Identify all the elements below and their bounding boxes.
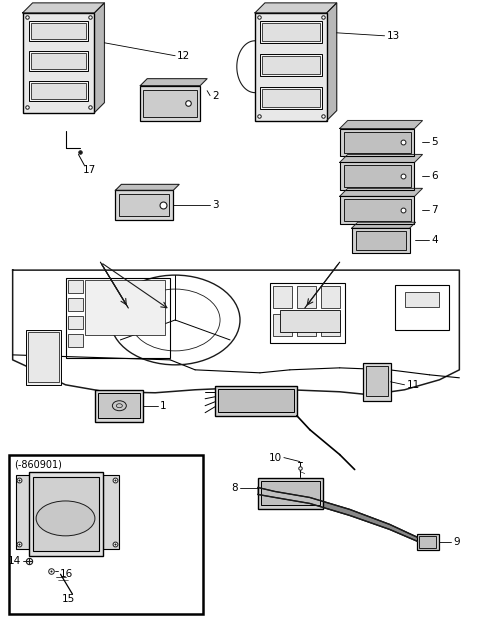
Bar	[218, 389, 294, 412]
Bar	[340, 129, 415, 157]
Bar	[29, 80, 88, 100]
Polygon shape	[258, 487, 275, 497]
Bar	[352, 228, 409, 253]
Bar	[120, 194, 169, 217]
Polygon shape	[340, 120, 422, 129]
Text: 15: 15	[62, 594, 75, 604]
Bar	[69, 280, 84, 293]
Bar	[31, 82, 86, 99]
Text: 9: 9	[454, 537, 460, 547]
Bar	[321, 286, 340, 308]
Ellipse shape	[36, 501, 95, 536]
Text: 1: 1	[160, 401, 167, 411]
Bar	[29, 51, 88, 71]
Bar	[69, 298, 84, 311]
Bar	[260, 54, 322, 76]
Bar	[258, 477, 323, 509]
Polygon shape	[390, 524, 418, 542]
Bar	[25, 330, 60, 385]
Text: 4: 4	[432, 235, 438, 245]
Bar	[28, 332, 59, 382]
Polygon shape	[255, 3, 336, 13]
Polygon shape	[340, 188, 422, 197]
Bar	[140, 85, 200, 120]
Bar	[420, 537, 436, 548]
Bar	[33, 477, 99, 552]
Bar	[260, 87, 322, 109]
Bar	[366, 366, 387, 396]
Bar	[273, 314, 292, 336]
Bar	[262, 56, 320, 74]
Bar	[405, 292, 439, 307]
Bar	[344, 199, 410, 222]
Bar	[363, 363, 391, 401]
Bar	[344, 132, 410, 154]
Bar	[418, 534, 439, 550]
Text: 13: 13	[386, 31, 400, 41]
Bar	[321, 314, 340, 336]
Bar	[260, 21, 322, 43]
Bar	[96, 390, 144, 422]
Bar	[395, 285, 449, 330]
Text: 17: 17	[83, 165, 96, 175]
Polygon shape	[352, 222, 416, 228]
Polygon shape	[310, 497, 350, 515]
Bar	[340, 197, 415, 224]
Polygon shape	[350, 509, 390, 529]
Text: 2: 2	[212, 90, 219, 100]
Text: 6: 6	[432, 172, 438, 182]
Text: 11: 11	[407, 380, 420, 390]
Bar	[29, 21, 88, 41]
Bar	[262, 89, 320, 107]
Bar	[23, 13, 95, 112]
Text: 10: 10	[269, 452, 282, 462]
Bar	[297, 286, 316, 308]
Polygon shape	[95, 3, 104, 112]
Bar	[215, 386, 297, 416]
Polygon shape	[275, 492, 310, 504]
Bar	[340, 162, 415, 190]
Text: (-860901): (-860901)	[13, 459, 61, 469]
Bar	[98, 392, 140, 417]
Bar	[31, 23, 86, 39]
Bar	[9, 455, 203, 614]
Text: 5: 5	[432, 137, 438, 147]
Bar	[85, 280, 165, 335]
Bar	[69, 334, 84, 347]
Bar	[29, 472, 103, 556]
Bar	[115, 190, 173, 220]
Polygon shape	[23, 3, 104, 13]
Bar	[255, 13, 327, 120]
Bar	[16, 474, 32, 549]
Bar	[297, 314, 316, 336]
Polygon shape	[340, 155, 422, 162]
Bar	[280, 310, 340, 332]
Bar	[356, 232, 406, 250]
Text: 7: 7	[432, 205, 438, 215]
Bar	[273, 286, 292, 308]
Bar	[262, 23, 320, 41]
Polygon shape	[327, 3, 336, 120]
Bar	[261, 480, 320, 505]
Text: 12: 12	[177, 51, 191, 61]
Text: 14: 14	[7, 556, 21, 566]
Bar	[103, 474, 120, 549]
Text: 8: 8	[231, 484, 238, 494]
Bar	[31, 53, 86, 69]
Polygon shape	[140, 79, 207, 85]
Bar	[144, 90, 197, 117]
Text: 3: 3	[212, 200, 219, 210]
Bar	[65, 278, 170, 358]
Bar	[69, 316, 84, 329]
Bar	[270, 283, 345, 343]
Text: 16: 16	[60, 569, 73, 579]
Bar	[344, 165, 410, 187]
Polygon shape	[115, 184, 179, 190]
